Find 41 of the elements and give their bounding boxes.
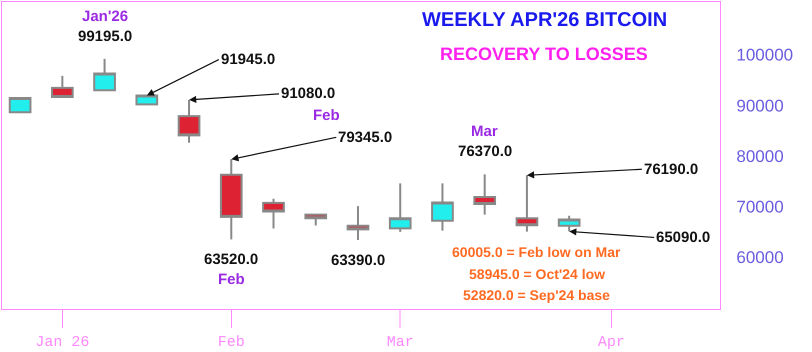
annotation: Jan'26 bbox=[82, 8, 128, 25]
candlestick bbox=[473, 173, 496, 216]
x-tick-label: Mar bbox=[386, 334, 414, 351]
x-tick-label: Feb bbox=[218, 334, 245, 351]
annotation: Mar bbox=[471, 123, 498, 140]
candlestick bbox=[220, 158, 243, 240]
y-tick-label: 60000 bbox=[736, 248, 784, 268]
annotation: 58945.0 = Oct'24 low bbox=[469, 266, 606, 282]
annotation: Feb bbox=[313, 107, 340, 124]
candlestick bbox=[516, 174, 538, 233]
candlestick bbox=[135, 94, 158, 106]
x-tick-label: Jan 26 bbox=[35, 334, 90, 351]
annotation: 91080.0 bbox=[281, 85, 336, 102]
annotation: 63520.0 bbox=[204, 251, 258, 268]
candlestick bbox=[262, 198, 285, 230]
annotation: 60005.0 = Feb low on Mar bbox=[452, 244, 622, 260]
annotation: 63390.0 bbox=[331, 252, 386, 269]
y-tick-label: 100000 bbox=[736, 46, 794, 65]
chart-title: WEEKLY APR'26 BITCOIN bbox=[422, 9, 668, 31]
candlestick bbox=[50, 74, 74, 98]
annotation: 99195.0 bbox=[78, 28, 132, 45]
candlestick bbox=[93, 58, 116, 92]
candlestick bbox=[346, 205, 370, 242]
candlestick bbox=[431, 182, 454, 232]
annotation: 76190.0 bbox=[644, 161, 698, 178]
candlestick bbox=[178, 98, 200, 144]
x-tick-label: Apr bbox=[598, 334, 625, 351]
candlestick bbox=[8, 96, 32, 114]
candlestick bbox=[388, 182, 412, 233]
annotation: 52820.0 = Sep'24 base bbox=[463, 287, 610, 303]
annotation: 65090.0 bbox=[656, 229, 710, 246]
text: RECOVERY TO LOSSES bbox=[440, 44, 648, 64]
y-tick-label: 70000 bbox=[736, 198, 784, 217]
candlestick bbox=[558, 214, 581, 232]
annotation: 91945.0 bbox=[221, 51, 276, 68]
candlestick bbox=[304, 214, 328, 227]
annotation: Feb bbox=[218, 271, 245, 288]
annotation: 79345.0 bbox=[338, 129, 392, 146]
y-tick-label: 80000 bbox=[736, 146, 784, 166]
y-tick-label: 90000 bbox=[736, 96, 784, 116]
annotation: 76370.0 bbox=[458, 143, 512, 160]
